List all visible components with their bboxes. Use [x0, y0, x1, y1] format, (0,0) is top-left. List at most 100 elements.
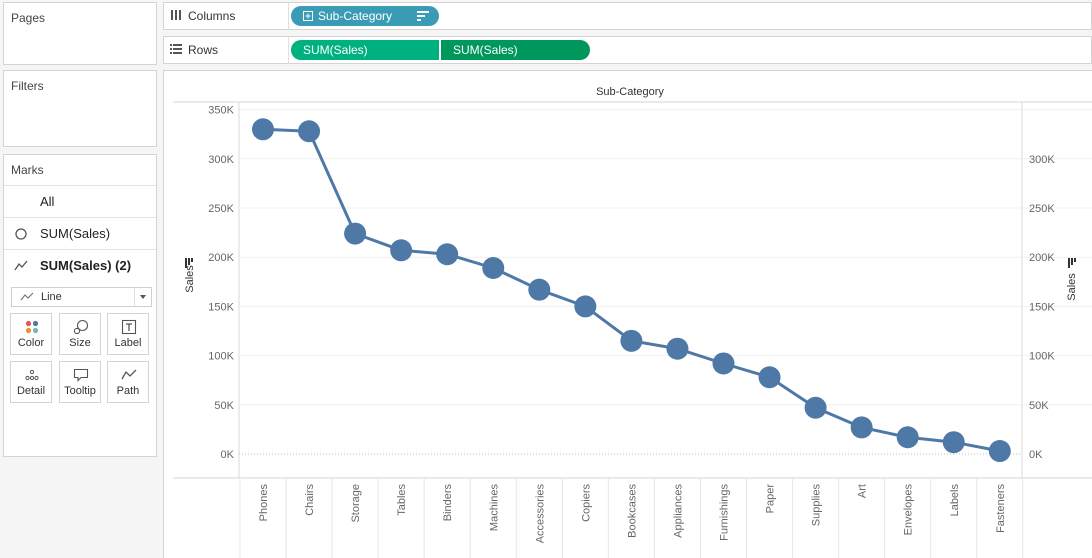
left-y-tick-label: 0K	[221, 449, 235, 461]
x-category-label[interactable]: Storage	[350, 484, 362, 523]
text-label-icon	[121, 319, 137, 335]
shelf-divider	[288, 3, 289, 29]
label-button-label: Label	[114, 337, 142, 349]
right-y-tick-label: 100K	[1029, 351, 1055, 363]
tooltip-button[interactable]: Tooltip	[59, 361, 101, 403]
columns-shelf[interactable]: Columns Sub-Category	[163, 2, 1092, 30]
mark-type-dropdown[interactable]: Line	[11, 287, 152, 307]
sales-point[interactable]	[482, 257, 505, 280]
x-category-label[interactable]: Tables	[396, 484, 408, 516]
sales-point[interactable]	[436, 243, 459, 266]
circle-series[interactable]	[252, 118, 1011, 463]
expand-plus-icon[interactable]	[303, 11, 313, 21]
sales-point[interactable]	[942, 431, 965, 454]
x-category-label[interactable]: Paper	[765, 484, 777, 514]
sales-point[interactable]	[896, 426, 919, 449]
sales-point[interactable]	[620, 329, 643, 352]
detail-button[interactable]: Detail	[10, 361, 52, 403]
sales-point[interactable]	[666, 337, 689, 360]
x-category-label[interactable]: Chairs	[304, 484, 316, 516]
sales-point[interactable]	[390, 239, 413, 262]
sales-point[interactable]	[344, 222, 367, 245]
left-axis-sort-icon[interactable]	[185, 258, 193, 268]
sum-sales-pill-1[interactable]: SUM(Sales)	[291, 40, 439, 60]
marks-tab-all[interactable]: All	[4, 185, 156, 217]
chart-header-title: Sub-Category	[596, 86, 664, 98]
sales-point[interactable]	[298, 120, 321, 143]
marks-tab-sum-sales-2[interactable]: SUM(Sales) (2)	[4, 249, 156, 281]
rows-icon	[170, 44, 182, 54]
sort-descending-icon[interactable]	[417, 11, 429, 21]
marks-tab-sum-sales-2-label: SUM(Sales) (2)	[40, 258, 132, 273]
x-category-label[interactable]: Phones	[258, 484, 270, 522]
label-button[interactable]: Label	[107, 313, 149, 355]
line-mark-type-icon	[20, 292, 34, 301]
x-category-label[interactable]: Furnishings	[719, 484, 731, 541]
right-y-tick-label: 50K	[1029, 400, 1049, 412]
x-category-label[interactable]: Bookcases	[626, 484, 638, 538]
x-category-label[interactable]: Envelopes	[903, 484, 915, 536]
columns-icon	[171, 10, 181, 20]
x-category-label[interactable]: Fasteners	[995, 484, 1007, 533]
x-category-label[interactable]: Binders	[442, 484, 454, 522]
left-y-axis-title[interactable]: Sales	[184, 265, 196, 293]
sales-point[interactable]	[850, 416, 873, 439]
sum-sales-pill-2-label: SUM(Sales)	[453, 43, 518, 57]
x-category-label[interactable]: Copiers	[580, 484, 592, 522]
line-mark-icon	[14, 260, 28, 271]
line-series[interactable]	[262, 127, 1001, 453]
x-category-label[interactable]: Labels	[949, 484, 961, 517]
sales-point[interactable]	[712, 352, 735, 375]
gridlines	[239, 109, 1092, 455]
x-category-label[interactable]: Accessories	[534, 484, 546, 544]
rows-label-text: Rows	[188, 43, 219, 57]
sum-sales-pill-1-label: SUM(Sales)	[303, 43, 368, 57]
sub-category-pill-label: Sub-Category	[318, 9, 393, 23]
sales-line[interactable]	[262, 127, 1001, 453]
x-category-label[interactable]: Appliances	[672, 484, 684, 538]
path-icon	[121, 369, 137, 380]
marks-title: Marks	[11, 163, 44, 177]
x-category-label[interactable]: Machines	[488, 484, 500, 532]
tooltip-icon	[73, 368, 89, 382]
pages-card[interactable]: Pages	[3, 2, 157, 65]
columns-label-text: Columns	[188, 9, 236, 23]
sales-point[interactable]	[252, 118, 274, 141]
left-y-tick-label: 200K	[208, 252, 234, 264]
tooltip-button-label: Tooltip	[64, 385, 96, 397]
sales-point[interactable]	[804, 396, 827, 419]
size-button-label: Size	[69, 337, 91, 349]
sum-sales-pill-2[interactable]: SUM(Sales)	[441, 40, 590, 60]
viz-view[interactable]: Sub-Category 0K 50K 100K 150K 200K 250K 300K 35…	[163, 70, 1092, 558]
x-category-label[interactable]: Art	[857, 484, 869, 498]
size-button[interactable]: Size	[59, 313, 101, 355]
x-category-label[interactable]: Supplies	[811, 484, 823, 527]
circle-mark-icon	[15, 228, 27, 240]
x-axis-categories[interactable]: Phones Chairs Storage Tables Binders Machines…	[239, 478, 1024, 558]
marks-tab-sum-sales[interactable]: SUM(Sales)	[4, 217, 156, 249]
path-button[interactable]: Path	[107, 361, 149, 403]
path-button-label: Path	[116, 385, 140, 397]
sales-point[interactable]	[988, 440, 1011, 463]
color-button[interactable]: Color	[10, 313, 52, 355]
mark-type-label: Line	[41, 291, 62, 303]
rows-shelf[interactable]: Rows SUM(Sales) SUM(Sales)	[163, 36, 1092, 64]
right-axis-sort-icon[interactable]	[1068, 258, 1076, 268]
left-y-tick-label: 250K	[208, 203, 234, 215]
sales-point[interactable]	[574, 295, 597, 318]
color-button-label: Color	[17, 337, 45, 349]
marks-card: Marks All SUM(Sales) SUM(Sales) (2) Line…	[3, 154, 157, 457]
sub-category-pill[interactable]: Sub-Category	[291, 6, 439, 26]
right-y-tick-label: 0K	[1029, 449, 1043, 461]
sales-point[interactable]	[528, 278, 551, 301]
right-y-axis-title[interactable]: Sales	[1066, 273, 1078, 301]
left-y-axis[interactable]: 0K 50K 100K 150K 200K 250K 300K 350K	[208, 105, 234, 461]
dual-axis-line-chart[interactable]: Sub-Category 0K 50K 100K 150K 200K 250K 300K 35…	[164, 71, 1092, 558]
chevron-down-icon[interactable]	[134, 288, 151, 306]
detail-icon	[25, 369, 39, 381]
right-y-tick-label: 250K	[1029, 203, 1055, 215]
sales-point[interactable]	[758, 366, 781, 389]
filters-card[interactable]: Filters	[3, 70, 157, 147]
right-y-axis[interactable]: 0K 50K 100K 150K 200K 250K 300K	[1029, 154, 1055, 461]
